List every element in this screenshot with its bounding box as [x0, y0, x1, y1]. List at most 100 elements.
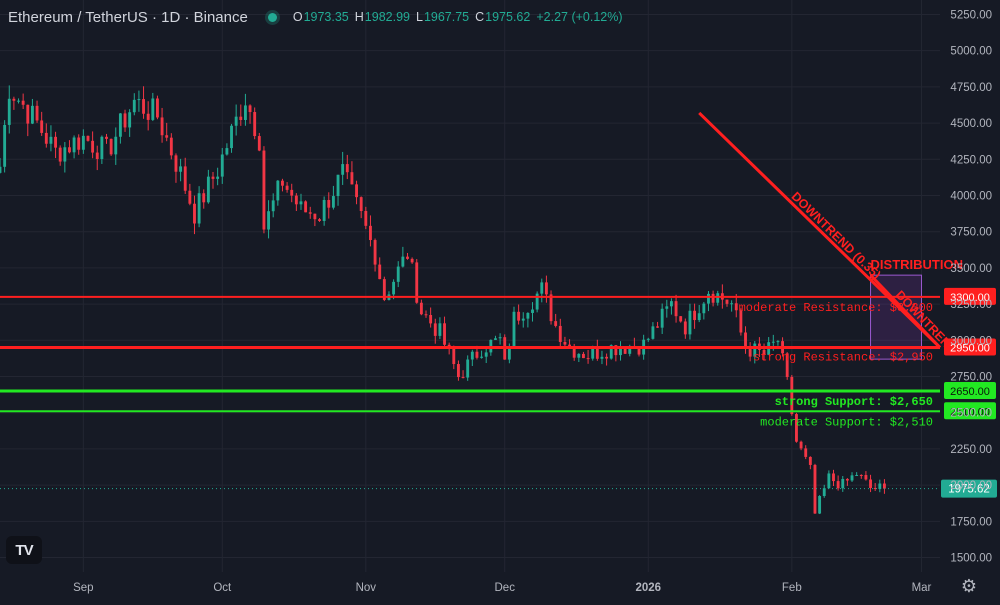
candle-body — [100, 136, 104, 159]
candle-body — [193, 203, 196, 224]
candle-body — [753, 343, 757, 357]
candle-body — [521, 318, 525, 321]
candle-body — [605, 356, 609, 359]
candle-body — [77, 137, 81, 150]
time-tick-label: Nov — [356, 582, 377, 594]
candle-body — [225, 148, 229, 155]
candle-body — [44, 132, 48, 144]
candle-body — [248, 105, 252, 113]
candle-body — [197, 193, 201, 224]
candle-body — [299, 201, 303, 205]
candle-body — [456, 364, 460, 378]
candle-body — [688, 310, 692, 335]
candle-body — [734, 303, 738, 311]
candle-body — [68, 147, 71, 153]
candle-body — [322, 199, 326, 221]
candle-body — [859, 475, 863, 477]
candle-body — [531, 309, 534, 313]
candle-body — [151, 98, 155, 120]
candle-body — [818, 495, 822, 514]
candle-body — [656, 326, 659, 328]
candle-body — [267, 211, 271, 230]
downtrend-line — [698, 111, 942, 349]
candle-body — [114, 136, 118, 155]
candle-body — [517, 311, 521, 321]
candle-body — [739, 310, 743, 333]
candle-body — [206, 176, 210, 203]
candle-body — [109, 138, 113, 155]
candle-body — [619, 348, 622, 356]
time-tick-label: Sep — [73, 582, 93, 594]
last-price-line: 1975.62 — [0, 479, 997, 498]
candle-body — [623, 348, 627, 354]
resistance-axis-badge-label: 2950.00 — [950, 343, 990, 355]
ohlc-values: O1973.35 H1982.99 L1967.75 C1975.62 +2.2… — [293, 10, 623, 24]
candle-body — [822, 488, 826, 496]
candle-body — [832, 473, 835, 482]
candle-body — [174, 155, 178, 172]
candle-body — [91, 140, 95, 153]
candle-body — [582, 353, 585, 359]
support-axis-badge — [944, 381, 996, 399]
time-tick-label: Feb — [782, 582, 802, 594]
ohlc-low: L1967.75 — [415, 10, 470, 24]
candle-body — [494, 338, 497, 340]
candle-body — [262, 150, 266, 230]
candle-body — [827, 473, 831, 489]
candle-body — [512, 311, 516, 348]
candle-body — [86, 135, 90, 141]
candle-body — [873, 487, 877, 489]
candle-body — [470, 351, 474, 360]
candle-body — [137, 99, 141, 101]
market-status-icon — [267, 12, 277, 22]
ohlc-close: C1975.62 — [475, 10, 531, 24]
resistance-axis-badge — [944, 287, 996, 305]
candle-body — [146, 113, 150, 120]
candle-body — [160, 117, 164, 136]
candle-body — [577, 353, 581, 358]
candle-body — [878, 483, 882, 489]
candle-body — [480, 356, 484, 358]
candle-body — [804, 448, 808, 457]
candle-body — [586, 358, 590, 360]
candle-body — [345, 164, 349, 173]
candle-body — [49, 136, 53, 144]
price-tick-label: 2250.00 — [950, 444, 992, 456]
price-tick-label: 4500.00 — [950, 118, 992, 130]
candle-body — [327, 199, 331, 208]
candle-body — [364, 211, 368, 226]
price-axis[interactable]: 1500.00 1750.00 2000.00 2250.00 2500.00 2750.… — [950, 9, 992, 564]
resistance-axis-badge-label: 3300.00 — [950, 292, 990, 304]
price-tick-label: 4250.00 — [950, 154, 992, 166]
candle-body — [697, 313, 701, 321]
candle-body — [396, 266, 400, 282]
candle-body — [350, 172, 354, 185]
tradingview-logo[interactable]: TV — [6, 536, 42, 564]
gear-icon[interactable]: ⚙ — [960, 576, 978, 596]
candle-body — [808, 456, 812, 465]
candle-body — [549, 294, 553, 322]
price-tick-label: 3500.00 — [950, 263, 992, 275]
support-level-label: moderate Support: $2,510 — [760, 415, 933, 429]
candle-body — [169, 137, 173, 156]
candle-body — [693, 310, 697, 321]
candle-body — [336, 174, 340, 197]
candle-body — [202, 193, 206, 203]
candle-body — [220, 154, 224, 177]
resistance-axis-badge — [944, 338, 996, 356]
time-tick-label: Oct — [213, 582, 232, 594]
candle-body — [679, 316, 683, 322]
time-axis[interactable]: Sep Oct Nov Dec 2026 Feb Mar — [73, 582, 931, 594]
support-resistance-levels: moderate Resistance: $3,300 3300.00 strong… — [0, 287, 996, 429]
symbol-title[interactable]: Ethereum / TetherUS · 1D · Binance — [8, 8, 248, 26]
candle-body — [294, 195, 298, 205]
annotation-zones: DISTRIBUTION — [870, 257, 963, 360]
price-tick-label: 4000.00 — [950, 190, 992, 202]
candle-body — [744, 332, 747, 350]
candle-body — [841, 478, 845, 489]
candle-body — [21, 100, 25, 105]
candle-body — [790, 376, 794, 415]
candle-body — [58, 147, 62, 162]
